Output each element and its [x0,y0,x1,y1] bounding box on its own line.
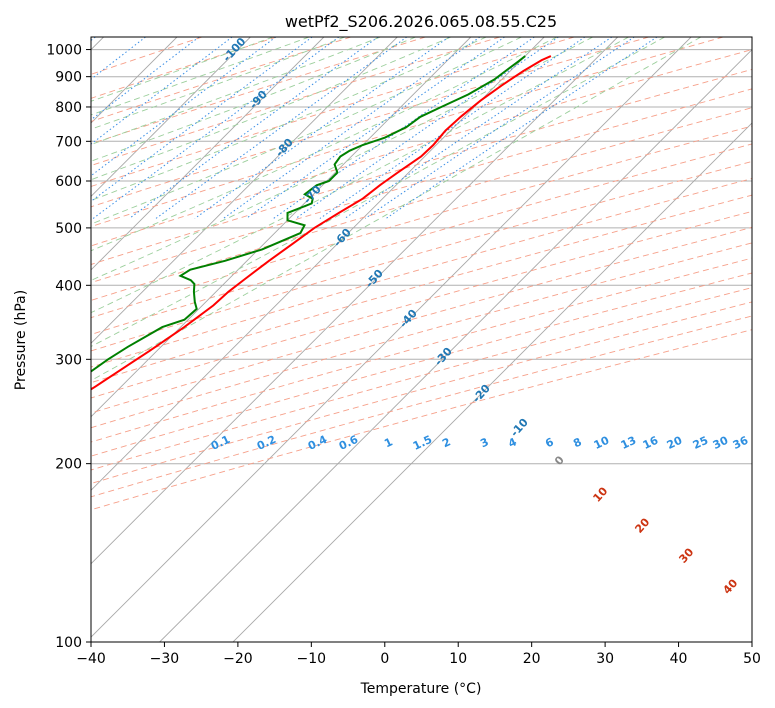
moist-adiabat-line [91,37,665,348]
isotherm-line [159,48,752,642]
mixing-ratio-line [385,37,658,219]
mixing-ratio-label: 13 [619,434,638,452]
x-tick-label: 40 [670,651,688,667]
dry-adiabat-line [91,315,752,498]
moist-adiabat-line [91,37,558,252]
isotherm-line [91,37,472,418]
mixing-ratio-line [295,37,559,219]
moist-adiabat-line [91,37,702,382]
x-tick-label: −40 [76,651,106,667]
plot-frame [90,36,753,643]
y-tick-label: 700 [55,134,82,150]
mixing-ratio-line [129,37,379,219]
mixing-ratio-label: 25 [691,434,710,452]
moist-adiabat-line [91,37,346,130]
y-tick-label: 600 [55,174,82,190]
y-tick-label: 900 [55,70,82,86]
y-tick-label: 800 [55,100,82,116]
isotherm-line [91,37,251,198]
dry-adiabat-line [91,287,752,471]
x-tick-label: −10 [297,651,327,667]
mixing-ratio-label: 16 [641,434,661,452]
x-tick-label: 10 [449,651,467,667]
isotherm-line [91,37,545,491]
moist-adiabat-line [91,37,522,225]
mixing-ratio-line [223,37,481,219]
mixing-ratio-line [319,37,586,219]
mixing-ratio-line [245,37,505,219]
isotherm-line [232,122,752,642]
isotherm-line [91,37,325,271]
x-tick-label: 20 [523,651,541,667]
chart-title: wetPf2_S206.2026.065.08.55.C25 [285,12,557,32]
dry-adiabat-line [91,107,752,301]
dry-adiabat-line [91,301,752,485]
isotherm-line [91,37,619,565]
dry-adiabat-line [91,329,752,511]
x-tick-label: −20 [223,651,253,667]
x-tick-label: 30 [596,651,614,667]
moist-adiabat-line [91,37,416,162]
y-tick-label: 100 [55,635,82,651]
moist-adiabat-line [91,37,310,116]
mixing-ratio-line [92,37,340,219]
temperature-profile-line [91,55,552,391]
mixing-ratio-line [91,37,313,203]
y-axis-label: Pressure (hPa) [13,290,29,390]
mixing-ratio-label: 36 [731,434,751,452]
mixing-ratio-line [91,37,146,80]
mixing-ratio-label: 20 [665,434,685,452]
dry-adiabat-line [91,88,752,284]
y-tick-label: 400 [55,278,82,294]
y-tick-label: 1000 [46,43,82,59]
mixing-ratio-label: 30 [711,434,731,452]
dry-adiabat-line [91,37,724,228]
dewpoint-profile-line [91,55,526,373]
x-tick-label: −30 [150,651,180,667]
moist-adiabat-line [91,37,487,201]
mixing-ratio-line [273,37,535,219]
y-tick-label: 500 [55,221,82,237]
isotherm-line [91,37,692,638]
x-axis-label: Temperature (°C) [360,681,482,697]
dry-adiabat-line [91,257,752,443]
x-tick-label: 0 [380,651,389,667]
mixing-ratio-label: 10 [592,434,612,452]
y-tick-label: 200 [55,457,82,473]
y-tick-label: 300 [55,352,82,368]
dry-adiabat-line [91,37,650,208]
x-tick-label: 50 [743,651,761,667]
dry-adiabat-line [91,272,752,457]
dry-adiabat-line [91,125,752,319]
isotherm-line [91,37,398,344]
mixing-ratio-line [194,37,450,219]
dry-adiabat-line [91,37,426,145]
